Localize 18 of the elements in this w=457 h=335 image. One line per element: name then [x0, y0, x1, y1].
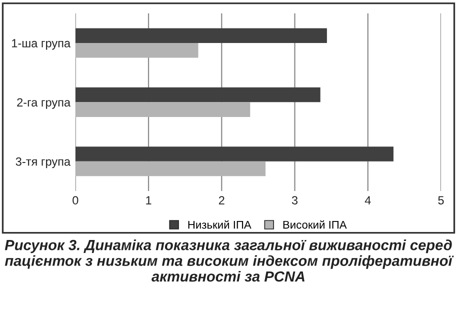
bar — [75, 146, 394, 162]
legend-label: Низький ІПА — [188, 220, 252, 229]
x-tick-label: 5 — [438, 196, 444, 204]
x-tick-label: 3 — [292, 196, 298, 204]
legend-label: Високий ІПА — [283, 220, 347, 229]
x-tick-label: 1 — [146, 196, 152, 204]
y-tick-label: 3-тя група — [16, 157, 71, 168]
bar — [75, 102, 250, 117]
text: Рисунок 3. Динаміка показника загальної виживаності серед пацієнток з низьким та високим індексом проліферативної активності за PCNA — [4, 240, 454, 282]
bar — [75, 161, 266, 176]
bar — [75, 42, 198, 58]
y-tick-label: 1-ша група — [12, 39, 71, 50]
x-tick-label: 2 — [218, 196, 224, 204]
bar — [75, 87, 320, 102]
x-tick-label: 0 — [72, 196, 78, 204]
bar — [75, 28, 327, 43]
x-tick-label: 4 — [364, 196, 371, 204]
y-tick-label: 2-га група — [17, 98, 71, 109]
